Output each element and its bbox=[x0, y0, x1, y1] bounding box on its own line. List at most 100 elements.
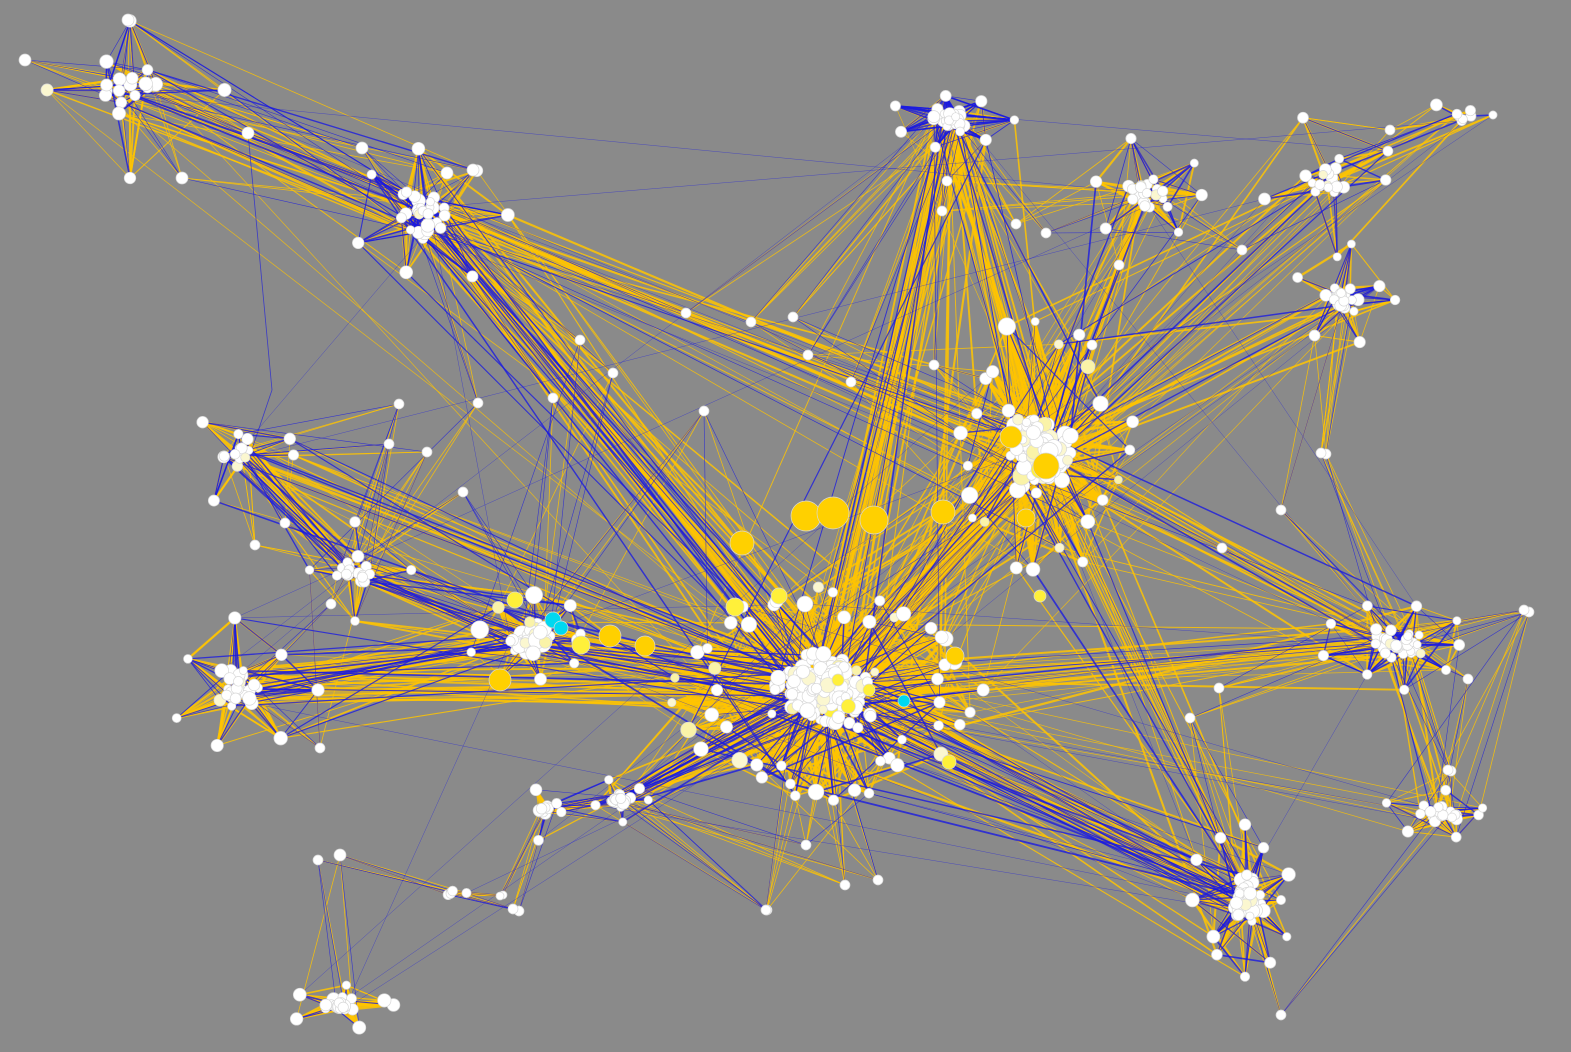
edge-gold bbox=[339, 854, 467, 894]
edge-gold bbox=[1407, 635, 1449, 771]
edge-gold bbox=[730, 622, 879, 881]
edge-gold bbox=[792, 316, 1037, 442]
edge-gold bbox=[1386, 770, 1452, 804]
edge-gold bbox=[984, 264, 1120, 523]
edge-gold bbox=[1407, 611, 1530, 832]
edge-gold bbox=[792, 125, 950, 318]
edge-gold bbox=[1280, 814, 1444, 1016]
edge-gold bbox=[750, 321, 969, 467]
edge-gold bbox=[118, 112, 420, 211]
edge-gold bbox=[1026, 295, 1329, 477]
edge-gold bbox=[1017, 419, 1252, 908]
edge-gold bbox=[129, 20, 183, 179]
edge-gold bbox=[1320, 452, 1412, 654]
edge-gold bbox=[792, 113, 1458, 685]
edge-gold bbox=[1086, 195, 1142, 522]
edge-gold bbox=[1015, 138, 1132, 225]
edge-gold bbox=[229, 673, 836, 679]
edge-gold bbox=[700, 748, 796, 797]
edge-gold bbox=[240, 403, 400, 450]
edge-gold bbox=[330, 573, 359, 605]
edge-gold bbox=[900, 131, 1017, 225]
edge-gold bbox=[807, 354, 993, 373]
edge-gold bbox=[1390, 630, 1422, 815]
edge-gold bbox=[1032, 176, 1333, 434]
edge-gold bbox=[1320, 300, 1353, 454]
edge-gold bbox=[354, 580, 362, 622]
edge-gold bbox=[829, 95, 947, 711]
edge-gold bbox=[1383, 647, 1438, 811]
edge-gold bbox=[1218, 687, 1251, 894]
edge-gold bbox=[805, 791, 817, 846]
edge-gold bbox=[1407, 831, 1457, 838]
edge-gold bbox=[1053, 194, 1203, 449]
edge-gold bbox=[1095, 181, 1243, 251]
edge-gold bbox=[1389, 104, 1437, 131]
edge-gold bbox=[238, 680, 814, 702]
edge-gold bbox=[223, 455, 256, 546]
edge-gold bbox=[1042, 294, 1327, 445]
edge-gold bbox=[403, 169, 478, 196]
edge-gold bbox=[992, 371, 1071, 437]
edge-gold bbox=[608, 779, 767, 911]
edge-gold bbox=[967, 465, 1324, 656]
edge-gold bbox=[1437, 609, 1525, 811]
edge-gold bbox=[1042, 446, 1223, 549]
edge-gold bbox=[230, 692, 808, 711]
edge-gold bbox=[821, 294, 1346, 693]
edge-gold bbox=[838, 306, 1345, 709]
edge-gold bbox=[347, 491, 464, 563]
edge-gold bbox=[807, 343, 1059, 356]
edge-gold bbox=[187, 658, 232, 694]
edge-gold bbox=[1022, 175, 1307, 440]
edge-gold bbox=[896, 139, 987, 766]
edge-gold bbox=[181, 177, 419, 202]
edge-gold bbox=[155, 84, 183, 179]
edge-gold bbox=[618, 793, 846, 886]
edge-gold bbox=[941, 201, 1147, 212]
edge-gold bbox=[750, 116, 935, 323]
edge-gold bbox=[507, 214, 823, 703]
edge-gold bbox=[543, 627, 834, 673]
edge-gold bbox=[24, 59, 415, 197]
edge-gold bbox=[1314, 334, 1360, 343]
edge-gold bbox=[1408, 609, 1525, 640]
edge-gold bbox=[417, 200, 868, 688]
edge-gold bbox=[414, 172, 448, 197]
edge-gold bbox=[1034, 184, 1321, 322]
edge-gold bbox=[730, 622, 1377, 630]
edge-gold bbox=[953, 113, 1038, 428]
edge-gold bbox=[317, 682, 795, 691]
edge-gold bbox=[431, 206, 1041, 471]
edge-gold bbox=[1033, 184, 1148, 453]
edge-gold bbox=[319, 566, 367, 749]
edge-gold bbox=[1041, 446, 1251, 899]
edge-gold bbox=[512, 812, 547, 910]
edge-gold bbox=[1448, 678, 1469, 815]
edge-gold bbox=[1325, 453, 1418, 645]
edge-gold bbox=[240, 449, 256, 546]
edge-gold bbox=[429, 206, 1045, 426]
edge-gold bbox=[766, 688, 807, 911]
edge-gold bbox=[1359, 285, 1380, 343]
edge-gold bbox=[1036, 179, 1387, 429]
edge-gold bbox=[970, 631, 1392, 713]
edge-gold bbox=[118, 113, 448, 174]
edge-gold bbox=[1376, 635, 1444, 816]
edge-gold bbox=[794, 795, 807, 846]
edge-gold bbox=[1320, 292, 1340, 454]
edge-gold bbox=[807, 116, 935, 356]
edge-gold bbox=[418, 213, 614, 374]
edge-gold bbox=[239, 458, 831, 681]
edge-gold bbox=[1416, 605, 1458, 622]
edge-gold bbox=[46, 89, 821, 687]
edge-gold bbox=[346, 491, 464, 575]
edge-gold bbox=[247, 438, 689, 731]
edge-gold bbox=[357, 242, 870, 623]
edge-gold bbox=[1091, 198, 1164, 346]
edge-gold bbox=[1350, 243, 1396, 301]
edge-gold bbox=[941, 192, 1144, 212]
edge-gold bbox=[819, 95, 947, 703]
edge-gold bbox=[1177, 162, 1196, 233]
